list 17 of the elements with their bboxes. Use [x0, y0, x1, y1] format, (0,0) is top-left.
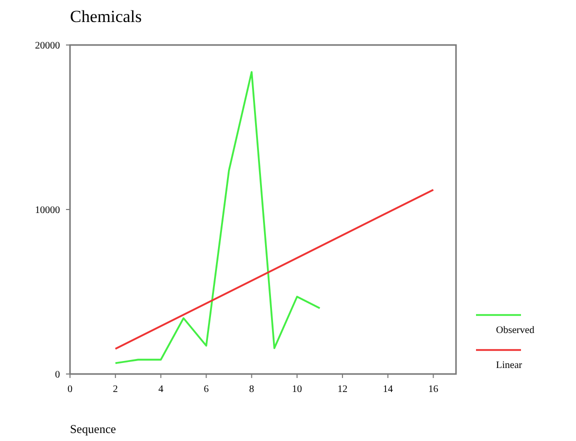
- x-tick-label: 0: [68, 384, 72, 395]
- x-axis-title: Sequence: [70, 422, 116, 436]
- x-tick-label: 12: [337, 384, 348, 395]
- x-tick-label: 6: [204, 384, 209, 395]
- legend-label: Observed: [496, 325, 534, 336]
- x-tick-label: 14: [382, 384, 393, 395]
- y-tick-label: 20000: [35, 40, 60, 52]
- x-tick-label: 2: [112, 384, 118, 395]
- y-tick-label: 10000: [35, 205, 60, 216]
- y-tick-label: 0: [55, 370, 60, 380]
- x-tick-label: 8: [249, 384, 254, 395]
- chart-title: Chemicals: [70, 7, 142, 26]
- legend-label: Linear: [496, 360, 523, 371]
- x-tick-label: 10: [292, 384, 302, 395]
- line-series: [114, 71, 321, 364]
- x-tick-label: 4: [158, 384, 164, 395]
- x-tick-label: 16: [428, 384, 438, 395]
